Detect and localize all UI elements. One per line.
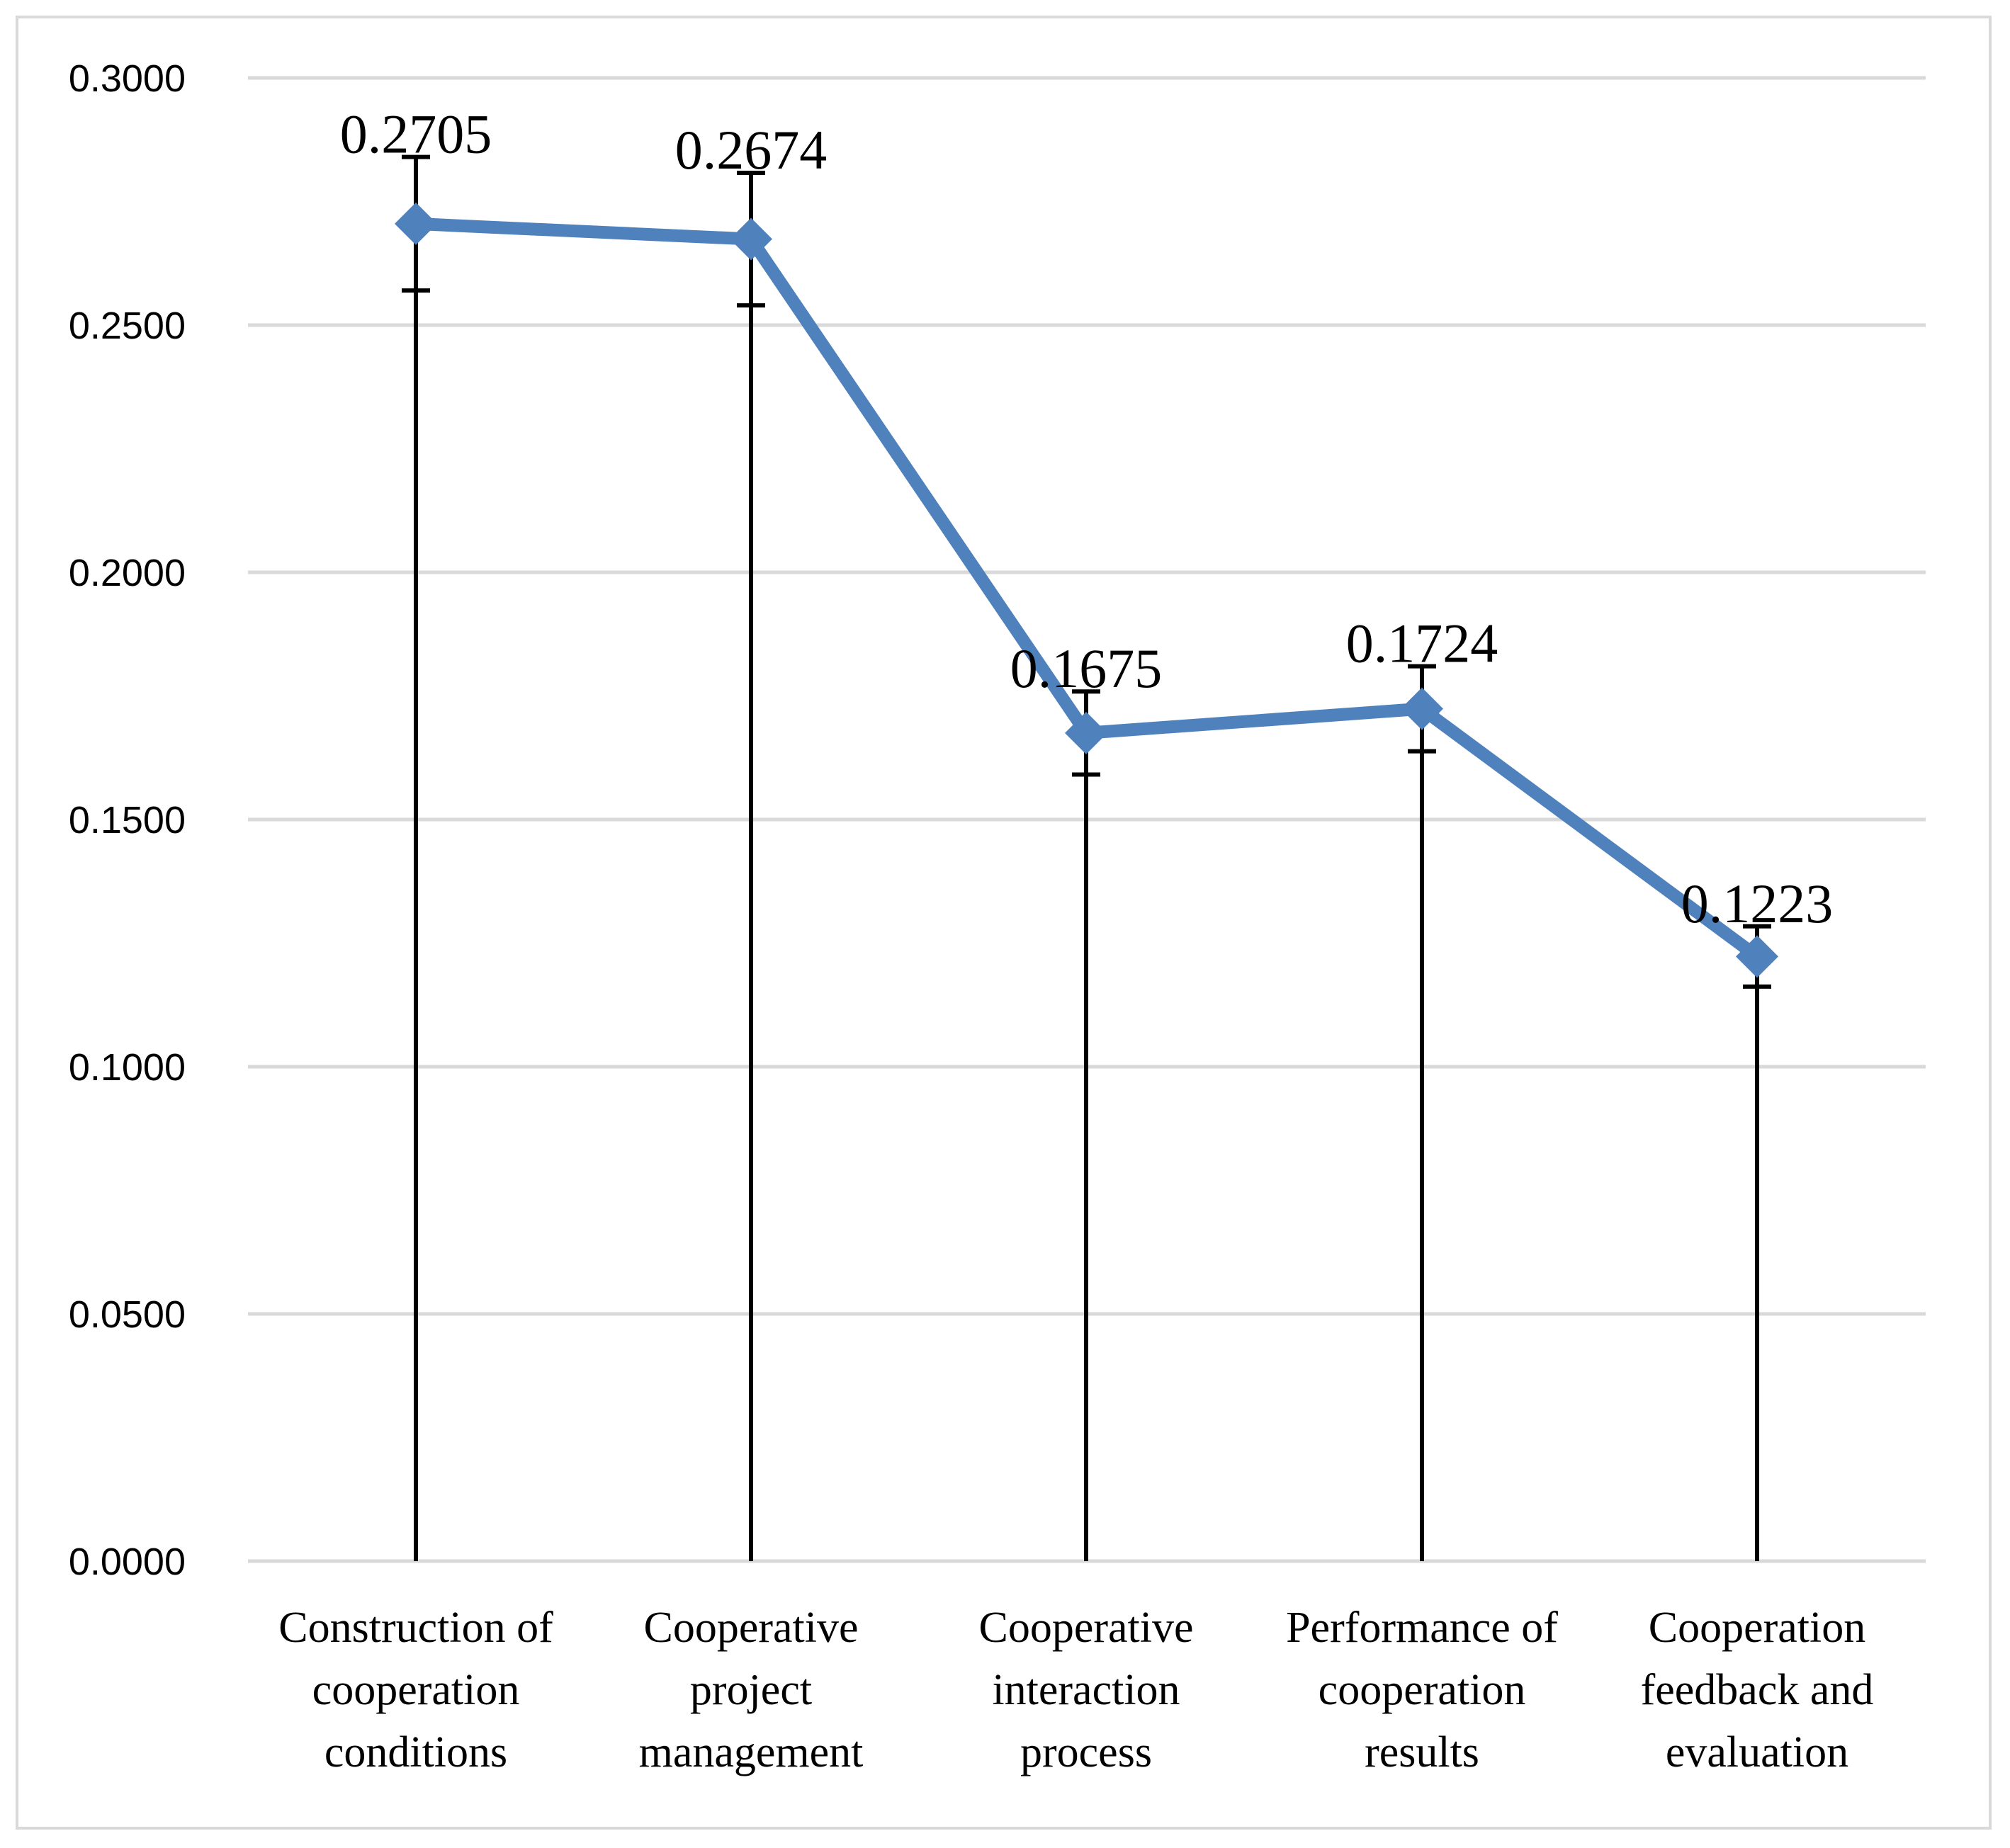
y-tick-label: 0.2000: [69, 552, 186, 594]
x-category-label-line: cooperation: [1319, 1666, 1526, 1714]
data-label: 0.1675: [1010, 637, 1163, 699]
x-category-label-line: Cooperation: [1649, 1604, 1866, 1652]
error-bars: [402, 154, 1771, 1561]
y-tick-label: 0.0000: [69, 1541, 186, 1583]
x-category-label-line: conditions: [324, 1728, 507, 1776]
x-category-label-line: feedback and: [1641, 1666, 1874, 1714]
x-category-label-line: Construction of: [278, 1604, 553, 1652]
y-tick-label: 0.1500: [69, 799, 186, 841]
x-category-label-line: management: [639, 1728, 864, 1776]
x-axis-category-labels: Construction of cooperation conditions Coop…: [278, 1604, 1873, 1776]
y-axis-tick-labels: 0.0000 0.0500 0.1000 0.1500 0.2000 0.2500 0.30…: [69, 57, 186, 1583]
y-tick-label: 0.2500: [69, 305, 186, 347]
x-category-label-line: project: [690, 1666, 812, 1714]
x-category-label-line: evaluation: [1666, 1728, 1848, 1776]
y-tick-label: 0.1000: [69, 1046, 186, 1089]
x-category-label-line: Cooperative: [978, 1604, 1193, 1652]
x-category-label-line: Cooperative: [643, 1604, 858, 1652]
data-point-marker: [1736, 935, 1778, 978]
data-label: 0.1223: [1681, 873, 1834, 934]
gridlines: [248, 76, 1926, 1563]
chart-frame: [16, 16, 1992, 1830]
x-category-label-line: results: [1365, 1728, 1479, 1776]
data-point-marker: [1401, 687, 1443, 730]
data-point-marker: [730, 217, 772, 261]
x-category-label: Construction of cooperation conditions: [278, 1604, 553, 1776]
data-label: 0.2705: [340, 103, 492, 165]
data-labels: 0.2705 0.2674 0.1675 0.1724 0.1223: [340, 103, 1834, 934]
data-point-marker: [1065, 711, 1107, 754]
data-point-marker: [395, 202, 437, 245]
x-category-label: Cooperation feedback and evaluation: [1641, 1604, 1874, 1776]
x-category-label: Cooperative interaction process: [978, 1604, 1193, 1776]
x-category-label-line: interaction: [992, 1666, 1180, 1714]
series-markers: [395, 202, 1778, 978]
data-label: 0.2674: [675, 119, 828, 181]
data-label: 0.1724: [1346, 613, 1498, 674]
x-category-label-line: process: [1020, 1728, 1152, 1776]
x-category-label: Performance of cooperation results: [1286, 1604, 1558, 1776]
x-category-label-line: cooperation: [312, 1666, 520, 1714]
y-tick-label: 0.3000: [69, 57, 186, 100]
x-category-label-line: Performance of: [1286, 1604, 1558, 1652]
x-category-label: Cooperative project management: [639, 1604, 864, 1776]
y-tick-label: 0.0500: [69, 1293, 186, 1336]
